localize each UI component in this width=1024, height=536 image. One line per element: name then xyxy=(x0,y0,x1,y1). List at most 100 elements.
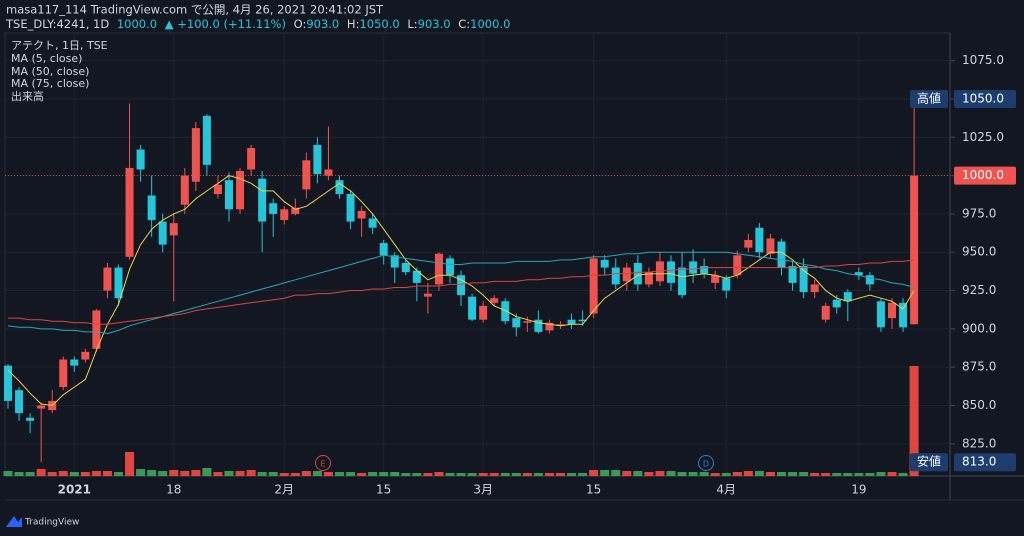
volume-bar xyxy=(456,473,466,476)
x-tick-label: 15 xyxy=(586,483,601,497)
volume-bar xyxy=(191,470,201,476)
candle-body xyxy=(600,259,609,268)
candle-body xyxy=(501,301,510,322)
volume-bar xyxy=(202,468,212,476)
volume-bar xyxy=(622,471,632,476)
candle-body xyxy=(423,293,432,297)
legend-entry: 出来高 xyxy=(11,89,44,103)
y-tick-label: 1075.0 xyxy=(962,53,1004,67)
event-markers: E D xyxy=(315,455,714,471)
candle-body xyxy=(446,258,454,276)
volume-bar xyxy=(754,471,764,476)
volume-bar xyxy=(390,472,400,476)
candle-body xyxy=(158,221,167,245)
candle-body xyxy=(26,417,35,421)
volume-bar xyxy=(257,472,267,476)
candle-body xyxy=(346,193,355,222)
volume-bar xyxy=(467,473,477,476)
candle-body xyxy=(578,319,587,322)
y-tick-label: 950.0 xyxy=(962,245,996,259)
volume-bar xyxy=(3,471,13,476)
legend-entry: MA (50, close) xyxy=(11,65,89,78)
candle-body xyxy=(379,243,388,256)
symbol-line: TSE_DLY:4241, 1D 1000.0 ▲ +100.0 (+11.11… xyxy=(5,17,510,31)
x-tick-label: 2月 xyxy=(274,483,294,497)
candle-body xyxy=(434,253,443,285)
ohlc-key: O: xyxy=(294,17,307,31)
volume-bar xyxy=(522,473,532,476)
candle-body xyxy=(81,351,90,360)
volume-bar xyxy=(611,470,621,476)
candle-body xyxy=(202,115,211,165)
legend: アテクト, 1日, TSE MA (5, close) MA (50, clos… xyxy=(11,39,108,103)
volume-bar xyxy=(677,472,687,476)
price-label: 1000.0 xyxy=(962,168,1004,182)
candle-body xyxy=(899,302,908,328)
price-label-name: 安値 xyxy=(917,454,941,469)
volume-bar xyxy=(799,472,809,476)
earnings-marker[interactable] xyxy=(315,455,331,471)
volume-bar xyxy=(810,473,820,476)
symbol: TSE_DLY:4241, 1D xyxy=(5,17,109,31)
ohlc-value: 903.0 xyxy=(306,17,339,31)
volume-bar xyxy=(732,472,742,476)
volume-bar xyxy=(578,473,588,476)
candle-body xyxy=(114,267,123,299)
volume-bar xyxy=(136,469,146,476)
volume-bar xyxy=(36,469,46,476)
price-label: 1050.0 xyxy=(962,91,1004,105)
last-price: 1000.0 xyxy=(117,17,157,31)
price-label-name: 高値 xyxy=(917,90,941,105)
candle-body xyxy=(854,272,863,276)
volume-bar xyxy=(102,471,112,476)
x-tick-label: 4月 xyxy=(716,483,736,497)
volume-bar xyxy=(556,473,565,476)
volume-bar xyxy=(854,473,864,476)
candle-body xyxy=(644,272,653,285)
volume-bar xyxy=(777,472,786,476)
candle-body xyxy=(843,292,852,302)
volume-bar xyxy=(600,470,610,476)
candle-body xyxy=(722,278,731,291)
y-tick-label: 975.0 xyxy=(962,206,996,220)
candle-body xyxy=(766,238,775,254)
volume-bar xyxy=(511,473,521,476)
volume-bar xyxy=(909,366,919,476)
volume-bar xyxy=(633,471,643,476)
candle-body xyxy=(678,267,687,296)
candle-body xyxy=(567,319,576,325)
volume-bar xyxy=(743,471,753,476)
candle-body xyxy=(412,270,421,283)
earnings-label: E xyxy=(320,460,325,469)
x-tick-label: 3月 xyxy=(473,483,493,497)
price-label-box xyxy=(954,89,1016,108)
candle-body xyxy=(788,266,797,283)
candle-body xyxy=(335,180,344,194)
x-tick-label: 15 xyxy=(376,483,391,497)
footer-logo[interactable]: TradingView xyxy=(6,516,79,528)
volume-bar xyxy=(489,473,499,476)
price-label-box xyxy=(954,166,1016,185)
volume-bar xyxy=(180,471,190,476)
candle-body xyxy=(700,266,709,274)
candle-body xyxy=(390,255,399,268)
volume-bar xyxy=(887,472,897,476)
volume-bar xyxy=(125,452,135,476)
candle-body xyxy=(744,239,753,248)
candle-body xyxy=(589,258,598,314)
candle-body xyxy=(888,302,896,319)
volume-bar xyxy=(688,472,698,476)
candle-body xyxy=(910,175,919,325)
ma-line xyxy=(8,259,915,325)
candle-body xyxy=(799,266,808,293)
volume-bar xyxy=(666,471,676,476)
volume-bar xyxy=(290,473,300,476)
dividend-marker[interactable] xyxy=(698,455,714,471)
volume-bar xyxy=(47,472,57,476)
volume-bar xyxy=(246,470,256,476)
volume-bar xyxy=(147,470,157,476)
volume-bar xyxy=(335,472,344,476)
